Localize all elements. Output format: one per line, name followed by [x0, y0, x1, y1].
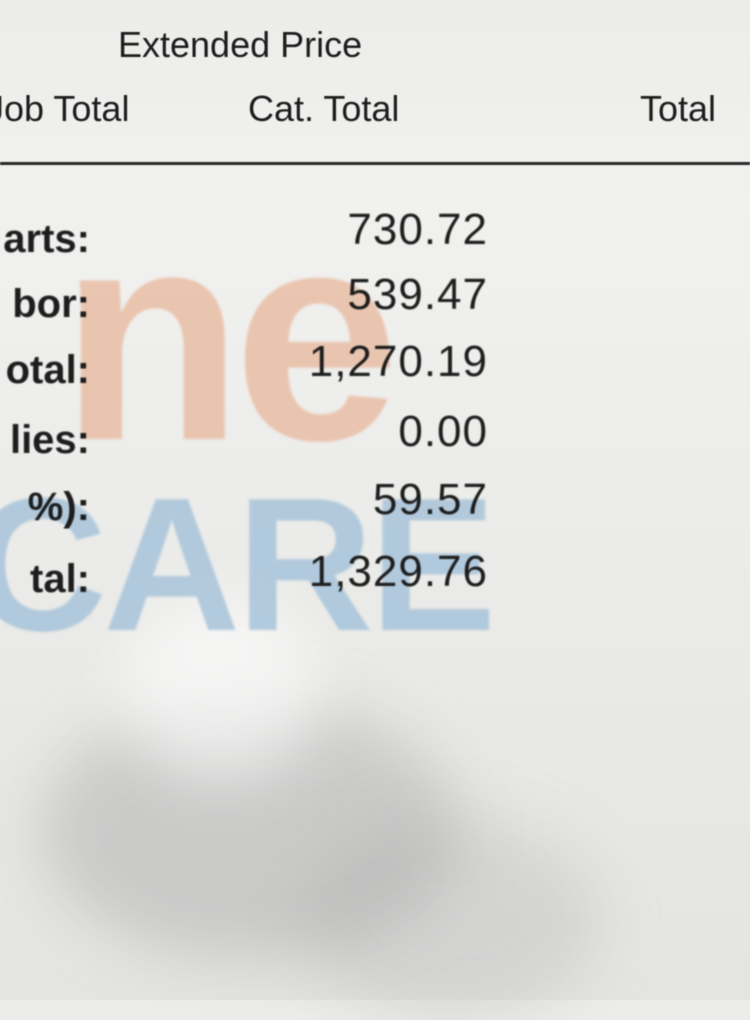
paper-shadow: [300, 820, 600, 1020]
watermark-logo-top: ne: [60, 167, 400, 503]
grand-total-value: 1,329.76: [308, 547, 488, 596]
supplies-label: lies:: [9, 418, 90, 462]
subtotal-value: 1,270.19: [308, 337, 488, 386]
cat-total-column-header: Cat. Total: [248, 88, 400, 129]
total-column-header: Total: [640, 88, 717, 129]
labor-label: bor:: [12, 282, 90, 326]
supplies-value: 0.00: [398, 407, 488, 456]
watermark-logo-bottom: CARE: [0, 459, 496, 671]
job-total-column-header: Job Total: [0, 88, 130, 129]
labor-value: 539.47: [347, 270, 488, 319]
tax-value: 59.57: [372, 475, 488, 524]
paper-highlight: [120, 600, 320, 780]
subtotal-label: otal:: [5, 348, 90, 392]
extended-price-heading: Extended Price: [118, 24, 363, 65]
parts-label: arts:: [3, 217, 90, 261]
header-divider: [0, 162, 750, 165]
tax-label: %):: [27, 485, 90, 529]
parts-value: 730.72: [347, 205, 488, 254]
grand-total-label: tal:: [30, 557, 90, 601]
